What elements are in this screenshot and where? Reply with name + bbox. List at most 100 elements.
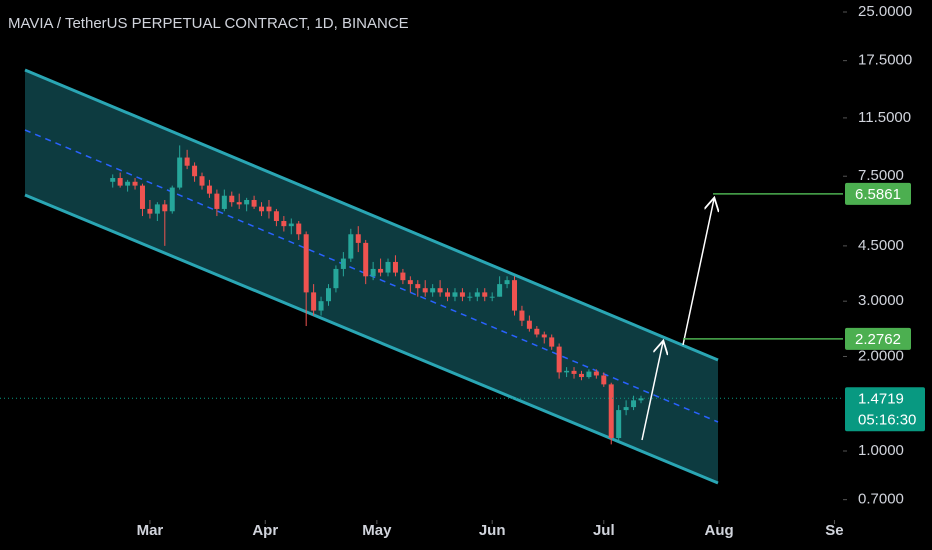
candle-body bbox=[415, 284, 421, 289]
candle-body bbox=[348, 234, 354, 259]
candle-body bbox=[504, 280, 510, 285]
candle-body bbox=[273, 211, 279, 222]
candle-body bbox=[578, 373, 584, 378]
x-tick-label: Mar bbox=[137, 522, 164, 539]
candle-body bbox=[571, 370, 577, 374]
candle-body bbox=[534, 328, 540, 335]
last-price-label: 1.4719 bbox=[858, 390, 904, 407]
chart-title: MAVIA / TetherUS PERPETUAL CONTRACT, 1D,… bbox=[8, 15, 409, 32]
candle-body bbox=[147, 208, 153, 214]
candle-body bbox=[340, 258, 346, 269]
y-tick-label: 25.0000 bbox=[858, 3, 912, 20]
candle-body bbox=[288, 223, 294, 227]
candle-body bbox=[117, 178, 123, 186]
candle-body bbox=[497, 284, 503, 297]
x-tick-label: Jun bbox=[479, 522, 506, 539]
candle-body bbox=[445, 292, 451, 297]
candle-body bbox=[199, 176, 205, 186]
x-tick-label: May bbox=[362, 522, 392, 539]
candle-body bbox=[392, 261, 398, 273]
candle-body bbox=[437, 288, 443, 293]
candle-body bbox=[564, 370, 570, 373]
candle-body bbox=[430, 288, 436, 293]
candle-body bbox=[318, 301, 324, 311]
x-tick-label: Se bbox=[825, 522, 843, 539]
candle-body bbox=[378, 268, 384, 273]
y-tick-label: 11.5000 bbox=[858, 109, 911, 126]
price-label-box bbox=[845, 327, 911, 350]
y-tick-label: 3.0000 bbox=[858, 292, 904, 309]
candle-body bbox=[169, 187, 175, 212]
candle-body bbox=[154, 204, 160, 214]
candle-body bbox=[407, 280, 413, 285]
candle-body bbox=[482, 292, 488, 297]
candle-body bbox=[370, 268, 376, 277]
candle-body bbox=[400, 272, 406, 281]
channel-lower bbox=[24, 193, 719, 485]
y-tick-label: 17.5000 bbox=[858, 52, 912, 69]
y-tick-label: 0.7000 bbox=[858, 491, 904, 508]
candle-body bbox=[192, 165, 198, 177]
y-tick-label: 1.0000 bbox=[858, 442, 904, 459]
candle-body bbox=[355, 234, 361, 243]
candle-body bbox=[311, 292, 317, 311]
candle-body bbox=[214, 193, 220, 209]
candle-body bbox=[333, 268, 339, 289]
candle-body bbox=[422, 288, 428, 293]
candle-body bbox=[549, 337, 555, 347]
price-label: 6.5861 bbox=[855, 186, 901, 203]
y-tick-label: 2.0000 bbox=[858, 347, 904, 364]
candle-body bbox=[110, 178, 116, 182]
arrow bbox=[641, 342, 663, 441]
candle-body bbox=[266, 206, 272, 212]
candle-body bbox=[638, 398, 644, 401]
candle-body bbox=[601, 375, 607, 385]
candle-body bbox=[556, 346, 562, 373]
price-label-box bbox=[845, 182, 911, 205]
y-tick-label: 4.5000 bbox=[858, 237, 904, 254]
candle-body bbox=[244, 199, 250, 205]
candle-body bbox=[586, 371, 592, 378]
candle-body bbox=[474, 292, 480, 297]
candle-body bbox=[251, 199, 257, 207]
candle-body bbox=[452, 292, 458, 297]
candle-body bbox=[631, 400, 637, 408]
candle-body bbox=[489, 296, 495, 298]
candle-body bbox=[177, 157, 183, 188]
candle-body bbox=[229, 195, 235, 203]
candle-body bbox=[303, 234, 309, 293]
y-tick-label: 7.5000 bbox=[858, 167, 904, 184]
candle-body bbox=[623, 407, 629, 411]
countdown: 05:16:30 bbox=[858, 411, 916, 428]
candle-body bbox=[221, 195, 227, 209]
candle-body bbox=[132, 181, 138, 186]
candle-body bbox=[236, 202, 242, 205]
x-tick-label: Apr bbox=[252, 522, 278, 539]
candle-body bbox=[206, 185, 212, 194]
candle-body bbox=[593, 371, 599, 376]
candle-body bbox=[296, 223, 302, 235]
candle-body bbox=[459, 292, 465, 297]
candle-body bbox=[363, 242, 369, 277]
candle-body bbox=[281, 221, 287, 227]
candle-body bbox=[512, 280, 518, 311]
candle-body bbox=[139, 185, 145, 209]
candle-body bbox=[325, 288, 331, 302]
channel-upper bbox=[24, 68, 719, 362]
candle-body bbox=[184, 157, 190, 166]
candle-body bbox=[608, 384, 614, 439]
candle-body bbox=[259, 206, 265, 212]
candle-body bbox=[616, 410, 622, 439]
candle-body bbox=[162, 204, 168, 212]
last-price-box bbox=[845, 387, 925, 432]
price-label: 2.2762 bbox=[855, 331, 901, 348]
candle-body bbox=[125, 181, 131, 186]
candle-body bbox=[541, 334, 547, 338]
candle-body bbox=[467, 296, 473, 298]
candle-body bbox=[519, 310, 525, 321]
arrow bbox=[682, 199, 714, 346]
x-tick-label: Aug bbox=[705, 522, 734, 539]
x-tick-label: Jul bbox=[593, 522, 615, 539]
